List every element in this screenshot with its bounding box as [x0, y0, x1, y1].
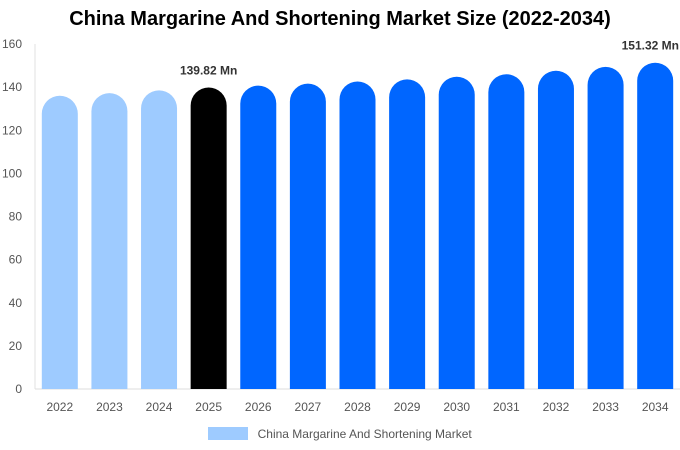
y-tick-label: 140: [2, 80, 22, 94]
bar-2029: [389, 79, 426, 390]
x-tick-label: 2025: [195, 400, 222, 414]
bar-2022: [41, 95, 78, 389]
bar-2032: [537, 70, 574, 389]
chart-title: China Margarine And Shortening Market Si…: [69, 8, 611, 30]
bar-2033: [587, 66, 624, 389]
x-tick-label: 2033: [592, 400, 619, 414]
bar-2024: [141, 90, 178, 390]
x-tick-label: 2024: [146, 400, 173, 414]
legend-label: China Margarine And Shortening Market: [257, 426, 472, 441]
bar-2028: [339, 81, 376, 390]
x-tick-label: 2032: [543, 400, 570, 414]
y-tick-label: 160: [2, 37, 22, 51]
data-label-2025: 139.82 Mn: [180, 64, 237, 78]
x-tick-label: 2027: [295, 400, 322, 414]
data-label-2034: 151.32 Mn: [622, 39, 679, 53]
x-tick-label: 2034: [642, 400, 669, 414]
y-tick-label: 80: [9, 210, 23, 224]
x-tick-label: 2022: [46, 400, 73, 414]
y-tick-label: 120: [2, 123, 22, 137]
bar-2034: [637, 62, 674, 390]
bar-2026: [240, 85, 277, 389]
x-tick-label: 2031: [493, 400, 520, 414]
bar-2031: [488, 74, 525, 390]
y-tick-label: 100: [2, 166, 22, 180]
x-tick-label: 2029: [394, 400, 421, 414]
y-tick-label: 0: [15, 382, 22, 396]
y-tick-label: 60: [9, 253, 23, 267]
legend: China Margarine And Shortening Market: [0, 426, 680, 441]
x-tick-label: 2023: [96, 400, 123, 414]
x-tick-label: 2026: [245, 400, 272, 414]
y-tick-label: 40: [9, 296, 23, 310]
bar-2030: [438, 76, 475, 390]
y-tick-label: 20: [9, 339, 23, 353]
bar-2025: [190, 87, 227, 389]
bar-2023: [91, 93, 128, 389]
legend-swatch: [208, 427, 249, 441]
x-tick-label: 2028: [344, 400, 371, 414]
bar-2027: [289, 83, 326, 389]
x-tick-label: 2030: [443, 400, 470, 414]
